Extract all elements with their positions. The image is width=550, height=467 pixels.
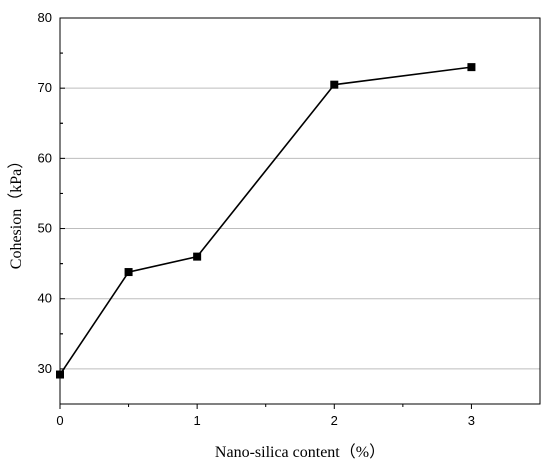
data-series — [56, 63, 476, 379]
y-tick-label: 80 — [38, 10, 52, 25]
plot-frame — [59, 17, 541, 405]
data-point-marker — [330, 80, 339, 89]
x-tick-label: 1 — [194, 413, 201, 428]
x-tick-label: 0 — [56, 413, 63, 428]
y-axis-title: Cohesion（kPa） — [7, 153, 25, 269]
data-point-marker — [193, 252, 202, 261]
data-point-marker — [56, 370, 64, 379]
y-tick-label: 50 — [38, 221, 52, 236]
data-point-marker — [467, 63, 476, 72]
gridlines — [60, 87, 540, 370]
axis-ticks — [59, 17, 472, 409]
y-tick-label: 30 — [38, 361, 52, 376]
x-tick-labels: 0 1 2 3 — [56, 413, 475, 428]
x-axis-title: Nano-silica content（%） — [215, 443, 385, 461]
data-point-marker — [124, 268, 133, 277]
y-tick-label: 60 — [38, 150, 52, 165]
x-tick-label: 2 — [331, 413, 338, 428]
y-tick-labels: 30 40 50 60 70 80 — [38, 10, 52, 376]
series-line — [59, 66, 472, 375]
y-tick-label: 40 — [38, 291, 52, 306]
y-tick-label: 70 — [38, 80, 52, 95]
x-tick-label: 3 — [468, 413, 475, 428]
